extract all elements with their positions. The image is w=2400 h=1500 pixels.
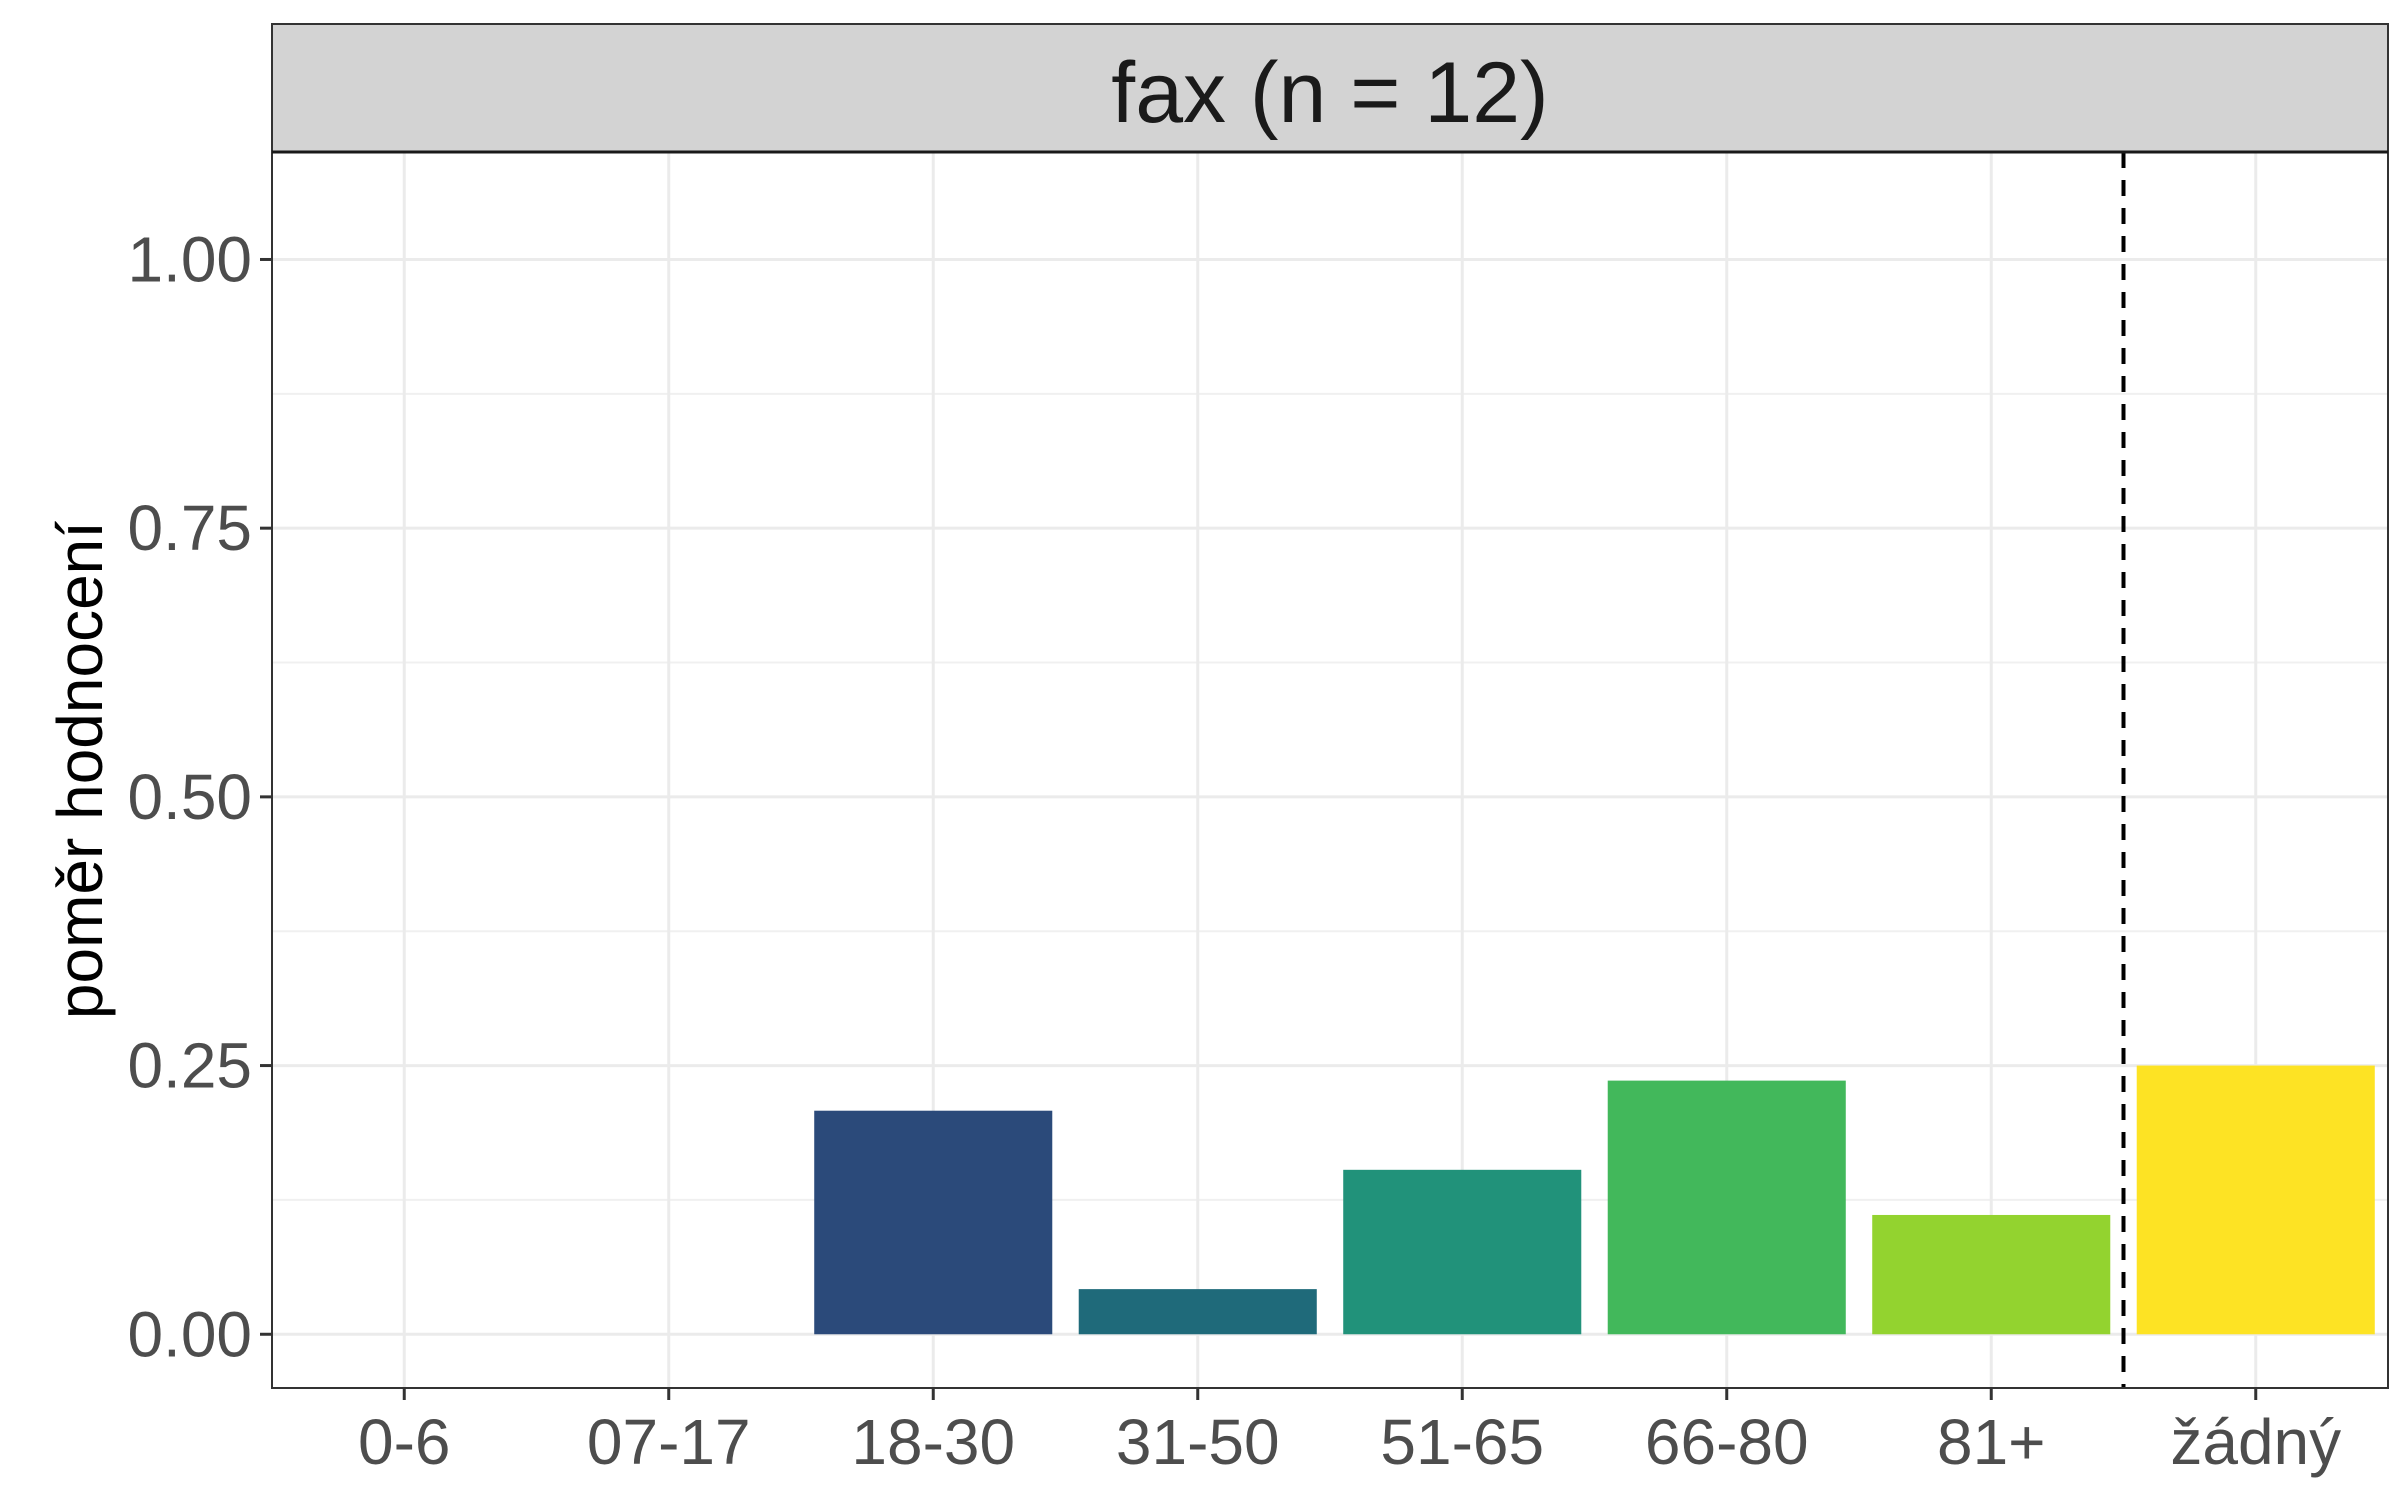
bar-51-65: [1343, 1169, 1582, 1335]
x-axis: 0-6 07-17 18-30 31-50 51-65 66-80 81+ žádný: [358, 1388, 2341, 1478]
bars: [814, 1065, 2375, 1335]
y-axis: 0.00 0.25 0.50 0.75 1.00: [127, 223, 272, 1370]
x-tick-label: 0-6: [358, 1406, 451, 1478]
x-tick-label: 66-80: [1645, 1406, 1809, 1478]
y-tick-label: 1.00: [127, 223, 252, 295]
x-tick-label: 31-50: [1116, 1406, 1280, 1478]
facet-strip: [271, 23, 2389, 153]
x-tick-label: 18-30: [851, 1406, 1015, 1478]
y-axis-title: poměr hodnocení: [44, 521, 116, 1019]
grid-minor: [272, 392, 2388, 1201]
plot-panel: [272, 152, 2388, 1388]
bar-31-50: [1078, 1289, 1317, 1335]
bar-18-30: [814, 1110, 1053, 1335]
x-tick-label: 51-65: [1380, 1406, 1544, 1478]
y-tick-label: 0.00: [127, 1298, 252, 1370]
y-tick-label: 0.50: [127, 761, 252, 833]
y-tick-label: 0.75: [127, 492, 252, 564]
bar-žádný: [2136, 1065, 2375, 1335]
bar-66-80: [1607, 1080, 1846, 1335]
x-tick-label: 81+: [1937, 1406, 2046, 1478]
bar-81+: [1872, 1214, 2111, 1335]
y-tick-label: 0.25: [127, 1030, 252, 1102]
x-tick-label: 07-17: [587, 1406, 751, 1478]
facet-title: fax (n = 12): [1111, 45, 1548, 141]
x-tick-label: žádný: [2170, 1406, 2341, 1478]
grid-major: [272, 152, 2388, 1388]
